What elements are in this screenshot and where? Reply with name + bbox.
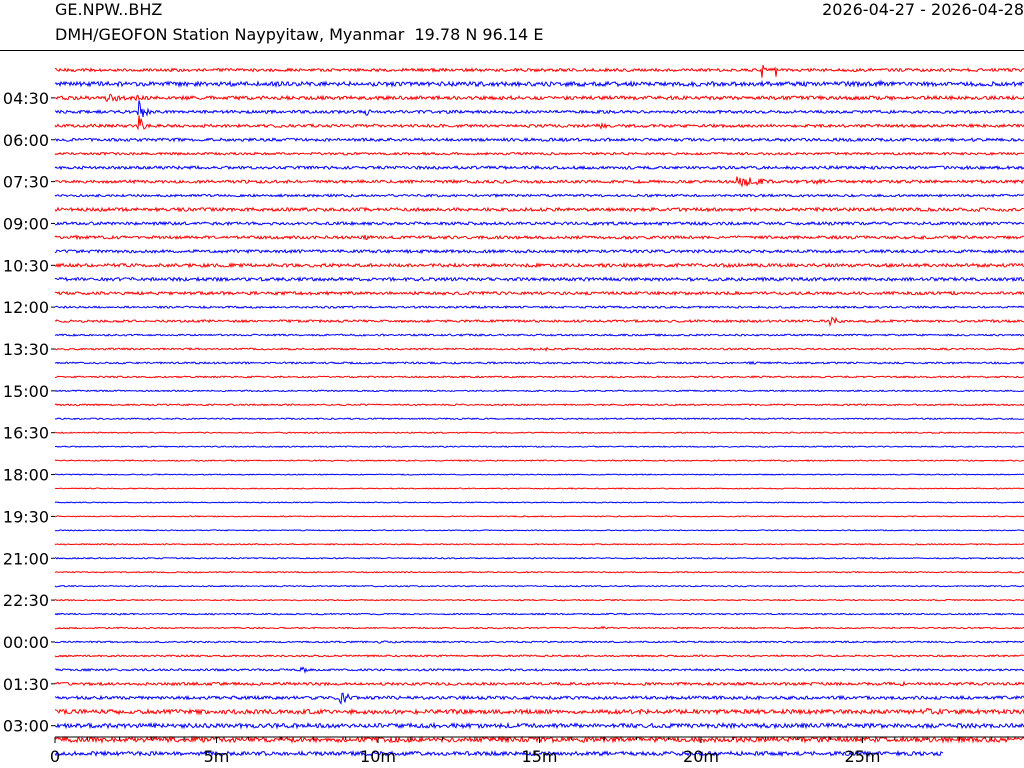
- trace-row-17: [54, 305, 1024, 310]
- header-divider: [0, 50, 1024, 51]
- y-tick-label: 22:30: [3, 591, 49, 610]
- y-tick-label: 16:30: [3, 424, 49, 443]
- trace-row-40: [55, 625, 1024, 630]
- trace-row-0: [54, 64, 1024, 78]
- date-range: 2026-04-27 - 2026-04-28: [822, 0, 1024, 19]
- trace-row-47: [54, 721, 1024, 730]
- trace-row-36: [54, 570, 1024, 574]
- trace-row-37: [54, 584, 1024, 588]
- y-tick-label: 12:00: [3, 298, 49, 317]
- y-tick-label: 13:30: [3, 340, 49, 359]
- trace-row-12: [54, 234, 1024, 241]
- x-tick-label: 10m: [360, 747, 396, 766]
- trace-row-19: [54, 333, 1024, 337]
- trace-row-4: [54, 115, 1024, 131]
- y-tick-label: 19:30: [3, 507, 49, 526]
- x-tick-label: 5m: [204, 747, 230, 766]
- trace-row-24: [54, 403, 1024, 407]
- trace-row-30: [54, 487, 1024, 490]
- trace-row-31: [54, 501, 1024, 504]
- x-tick-label: 25m: [845, 747, 881, 766]
- trace-row-45: [54, 692, 1024, 705]
- trace-row-25: [54, 417, 1024, 421]
- trace-row-11: [54, 220, 1024, 227]
- trace-row-22: [54, 375, 1024, 379]
- trace-row-43: [54, 666, 1024, 674]
- x-tick-label: 15m: [522, 747, 558, 766]
- trace-row-38: [54, 598, 1024, 602]
- trace-row-34: [54, 542, 1024, 546]
- trace-row-33: [54, 529, 1024, 532]
- y-tick-label: 04:30: [3, 89, 49, 108]
- y-tick-label: 10:30: [3, 256, 49, 275]
- trace-row-8: [54, 176, 1024, 188]
- trace-group: [54, 64, 1024, 758]
- trace-row-9: [54, 193, 1024, 198]
- trace-row-16: [54, 290, 1024, 297]
- trace-row-7: [54, 164, 1024, 171]
- trace-row-13: [54, 248, 1024, 255]
- trace-row-18: [54, 316, 1024, 327]
- trace-row-2: [54, 93, 1024, 103]
- trace-row-35: [54, 556, 1024, 560]
- trace-row-10: [54, 206, 1024, 213]
- trace-row-49: [54, 749, 944, 758]
- station-info: DMH/GEOFON Station Naypyitaw, Myanmar 19…: [55, 25, 544, 44]
- y-tick-label: 07:30: [3, 173, 49, 192]
- y-tick-label: 00:00: [3, 633, 49, 652]
- x-axis: 0 5m 10m 15m 20m 25m: [50, 736, 1024, 766]
- trace-row-20: [54, 346, 1024, 352]
- trace-row-42: [54, 654, 1024, 658]
- trace-row-27: [54, 445, 1024, 448]
- y-tick-label: 18:00: [3, 466, 49, 485]
- trace-row-32: [54, 515, 1024, 518]
- x-tick-label: 20m: [683, 747, 719, 766]
- trace-row-26: [54, 431, 1024, 435]
- x-tick-label: 0: [50, 747, 60, 766]
- y-tick-label: 15:00: [3, 382, 49, 401]
- station-code: GE.NPW..BHZ: [55, 0, 163, 19]
- y-tick-label: 01:30: [3, 675, 49, 694]
- trace-row-46: [54, 707, 1024, 716]
- trace-row-23: [54, 389, 1024, 393]
- trace-row-41: [55, 640, 1024, 644]
- trace-row-39: [54, 612, 1024, 616]
- y-tick-label: 21:00: [3, 549, 49, 568]
- y-axis-labels: 04:30 06:00 07:30 09:00 10:30 12:00 13:30 15:00…: [3, 89, 55, 736]
- trace-row-21: [54, 360, 1024, 365]
- trace-row-3: [54, 100, 1024, 118]
- y-tick-label: 06:00: [3, 131, 49, 150]
- trace-row-14: [54, 261, 1024, 269]
- y-tick-label: 03:00: [3, 717, 49, 736]
- trace-row-29: [55, 473, 1024, 476]
- trace-row-1: [54, 79, 1024, 88]
- y-tick-label: 09:00: [3, 214, 49, 233]
- trace-row-5: [54, 136, 1024, 143]
- trace-row-6: [54, 151, 1024, 157]
- trace-row-28: [54, 459, 1024, 462]
- trace-row-15: [54, 275, 1024, 283]
- trace-row-44: [54, 680, 1024, 687]
